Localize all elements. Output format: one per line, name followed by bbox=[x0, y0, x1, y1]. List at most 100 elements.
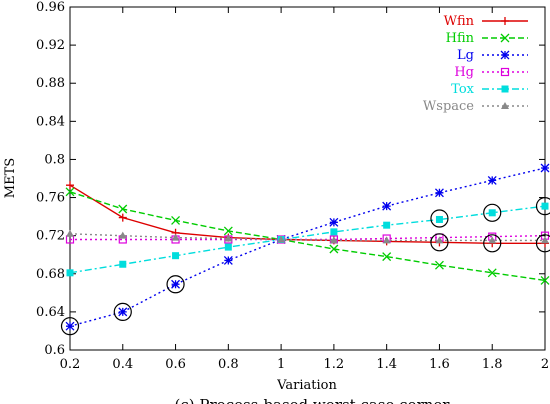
legend-entry-wfin: Wfin bbox=[444, 14, 528, 29]
legend-label: Hg bbox=[454, 65, 474, 80]
data-point bbox=[541, 236, 549, 244]
data-point bbox=[434, 260, 444, 270]
series-lg bbox=[65, 163, 550, 331]
data-point bbox=[487, 175, 497, 185]
data-point bbox=[487, 268, 497, 278]
legend-label: Lg bbox=[457, 48, 474, 63]
legend: Wfin Hfin Lg Hg Tox Wspace bbox=[423, 14, 528, 114]
data-point bbox=[277, 235, 286, 243]
highlight-circle bbox=[166, 275, 185, 294]
circled-points bbox=[60, 197, 550, 336]
y-tick-label: 0.76 bbox=[36, 191, 65, 206]
data-point bbox=[330, 228, 338, 236]
legend-label: Wfin bbox=[444, 14, 475, 29]
legend-label: Wspace bbox=[423, 99, 474, 114]
data-point bbox=[66, 269, 74, 277]
data-point bbox=[172, 252, 180, 260]
series-line-wspace bbox=[69, 233, 545, 242]
series-hfin bbox=[65, 187, 550, 285]
data-point bbox=[488, 209, 496, 217]
chart-caption: (c) Process-based worst case corner bbox=[175, 396, 451, 404]
data-point bbox=[540, 275, 550, 285]
legend-marker bbox=[501, 17, 509, 25]
data-point bbox=[435, 236, 444, 244]
data-point bbox=[329, 217, 339, 227]
highlight-circle bbox=[113, 302, 132, 321]
data-point bbox=[329, 236, 338, 244]
x-tick-label: 1 bbox=[277, 357, 285, 372]
data-point bbox=[171, 279, 181, 289]
legend-marker bbox=[501, 85, 509, 93]
data-point bbox=[65, 187, 75, 197]
highlight-circle bbox=[430, 209, 449, 228]
series-line-hg bbox=[70, 235, 546, 241]
y-tick-label: 0.64 bbox=[36, 305, 65, 320]
series-hg bbox=[65, 231, 550, 244]
x-tick-label: 1.8 bbox=[482, 357, 503, 372]
y-tick-label: 0.72 bbox=[36, 229, 65, 244]
highlight-circle bbox=[430, 233, 449, 252]
highlight-circle bbox=[60, 317, 80, 336]
x-axis-ticks: 0.2 0.4 0.6 0.8 1 1.2 1.4 1.6 1.8 2 bbox=[60, 7, 549, 372]
highlight-circle bbox=[535, 234, 550, 253]
legend-marker bbox=[500, 33, 510, 43]
y-tick-label: 0.88 bbox=[36, 76, 65, 91]
data-point bbox=[171, 233, 180, 241]
x-tick-label: 2 bbox=[541, 357, 549, 372]
data-point bbox=[434, 188, 444, 198]
data-point bbox=[66, 181, 74, 190]
x-tick-label: 0.8 bbox=[218, 357, 239, 372]
x-tick-label: 0.4 bbox=[112, 357, 133, 372]
data-point bbox=[223, 255, 233, 265]
y-tick-label: 0.92 bbox=[36, 38, 65, 53]
data-point bbox=[66, 229, 74, 237]
legend-entry-hfin: Hfin bbox=[446, 31, 528, 46]
data-point bbox=[224, 243, 232, 251]
x-tick-label: 0.2 bbox=[60, 357, 81, 372]
legend-entry-tox: Tox bbox=[451, 82, 528, 97]
series-wspace bbox=[66, 229, 549, 244]
x-tick-label: 1.4 bbox=[376, 357, 397, 372]
highlight-circle bbox=[483, 234, 502, 253]
y-tick-label: 0.6 bbox=[44, 343, 65, 358]
y-axis-label: METS bbox=[3, 158, 18, 198]
data-point bbox=[118, 231, 127, 239]
data-point bbox=[119, 260, 127, 268]
highlight-circle bbox=[483, 203, 502, 222]
x-axis-label: Variation bbox=[276, 378, 337, 393]
y-tick-label: 0.84 bbox=[36, 114, 65, 129]
legend-entry-lg: Lg bbox=[457, 48, 528, 63]
legend-label: Hfin bbox=[446, 31, 475, 46]
legend-entry-hg: Hg bbox=[454, 65, 528, 80]
data-point bbox=[435, 215, 443, 223]
data-point bbox=[118, 204, 128, 214]
data-point bbox=[224, 234, 233, 242]
data-point bbox=[329, 244, 339, 254]
series-layer bbox=[65, 163, 550, 331]
data-point bbox=[382, 236, 391, 244]
legend-marker bbox=[500, 50, 510, 60]
y-axis-ticks: 0.6 0.64 0.68 0.72 0.76 0.8 0.84 0.88 0.92 0.96 bbox=[36, 0, 545, 358]
x-tick-label: 1.6 bbox=[429, 357, 450, 372]
legend-label: Tox bbox=[451, 82, 474, 97]
data-point bbox=[65, 321, 75, 331]
x-tick-label: 0.6 bbox=[165, 357, 186, 372]
data-point bbox=[171, 215, 181, 225]
series-line-hfin bbox=[69, 191, 546, 282]
data-point bbox=[223, 226, 233, 236]
data-point bbox=[118, 307, 128, 317]
y-tick-label: 0.8 bbox=[44, 152, 65, 167]
highlight-circle bbox=[535, 197, 550, 216]
series-line-wfin bbox=[69, 184, 545, 244]
data-point bbox=[488, 236, 497, 244]
y-tick-label: 0.68 bbox=[36, 267, 65, 282]
series-line-lg bbox=[69, 167, 546, 327]
data-point bbox=[382, 252, 392, 262]
data-point bbox=[383, 221, 391, 229]
data-point bbox=[382, 201, 392, 211]
legend-marker bbox=[500, 67, 510, 77]
data-point bbox=[118, 213, 127, 222]
legend-marker bbox=[501, 102, 509, 109]
series-line-tox bbox=[69, 205, 546, 274]
